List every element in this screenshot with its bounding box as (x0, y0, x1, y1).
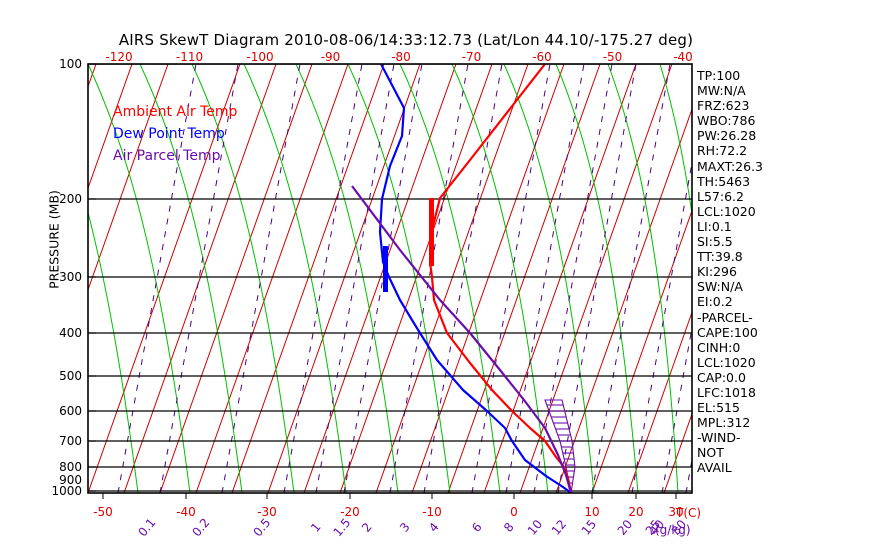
temp-axis-unit-label: T(C) (675, 506, 701, 520)
index-row-el515: EL:515 (697, 400, 740, 416)
bottom-temp-tick--20: -20 (340, 505, 360, 519)
ambient-thick-segment (429, 198, 434, 266)
legend: Ambient Air Temp Dew Point Temp Air Parcel… (113, 104, 238, 164)
saturated-adiabat-lines (88, 64, 692, 493)
index-row-pw2628: PW:26.28 (697, 128, 757, 144)
index-row-cape100: CAPE:100 (697, 324, 758, 340)
index-row-ki296: KI:296 (697, 264, 737, 280)
bottom-temp-tick-20: 20 (628, 505, 643, 519)
index-row-si55: SI:5.5 (697, 234, 733, 250)
index-row-wbo786: WBO:786 (697, 113, 756, 129)
index-row-mpl312: MPL:312 (697, 415, 751, 431)
index-row-cap00: CAP:0.0 (697, 369, 746, 385)
mixing-ratio-tick-1: 1 (308, 520, 324, 535)
index-row-mwna: MW:N/A (697, 83, 746, 99)
bottom-temp-tick--10: -10 (422, 505, 442, 519)
pressure-tick-200: 200 (59, 192, 82, 206)
legend-label-1: Dew Point Temp (113, 126, 225, 142)
pressure-tick-300: 300 (59, 270, 82, 284)
top-temp-tick--50: -50 (603, 50, 623, 64)
index-row-tp100: TP:100 (697, 68, 741, 83)
sounding-indices-panel: TP:100 MW:N/A FRZ:623 WBO:786 PW:26.28 RH:72.… (697, 68, 867, 476)
bottom-temp-tick-10: 10 (584, 505, 599, 519)
top-temp-tick--90: -90 (321, 50, 341, 64)
mixing-ratio-tick-4: 4 (426, 520, 442, 535)
mixing-ratio-tick-6: 6 (469, 520, 485, 535)
mixing-ratio-tick-12: 12 (549, 517, 570, 538)
mixing-ratio-tick-15: 15 (579, 517, 600, 538)
pressure-tick-marks (88, 63, 96, 492)
bottom-temp-tick--40: -40 (176, 505, 196, 519)
index-row-wind: -WIND- (697, 430, 741, 446)
dew-point-temp-curve (378, 64, 572, 493)
index-row-maxt263: MAXT:26.3 (697, 158, 763, 174)
plot-border (87, 63, 693, 494)
bottom-temperature-tick-labels: -50 -40 -30 -20 -10 0 10 20 30 (93, 505, 683, 519)
top-temp-tick--40: -40 (673, 50, 693, 64)
index-row-parcel: -PARCEL- (697, 309, 753, 325)
mixing-ratio-tick-20: 20 (615, 517, 636, 538)
top-temp-tick--100: -100 (246, 50, 273, 64)
bottom-temp-tick--50: -50 (93, 505, 113, 519)
pressure-tick-100: 100 (59, 57, 82, 71)
index-row-avail: AVAIL (697, 460, 732, 476)
dewpoint-thick-segment (383, 246, 388, 292)
index-row-frz623: FRZ:623 (697, 98, 750, 114)
mixing-ratio-tick-2: 2 (359, 520, 375, 535)
index-row-lcl1020: LCL:1020 (697, 203, 756, 219)
top-temperature-tick-labels: -120 -110 -100 -90 -80 -70 -60 -50 -40 (105, 50, 692, 64)
pressure-tick-900: 900 (59, 473, 82, 487)
mixing-ratio-tick-0p2: 0.2 (189, 516, 212, 540)
mixing-ratio-tick-3: 3 (397, 520, 413, 535)
index-row-not: NOT (697, 445, 724, 461)
mixing-ratio-tick-8: 8 (501, 520, 517, 535)
bottom-temp-tick-0: 0 (510, 505, 518, 519)
mixing-ratio-tick-0p1: 0.1 (135, 516, 158, 540)
cape-shaded-area (544, 399, 576, 493)
legend-label-2: Air Parcel Temp (113, 148, 221, 164)
index-row-ei02: EI:0.2 (697, 294, 733, 310)
mixing-axis-unit-label: (g/kg) (655, 523, 691, 537)
pressure-tick-600: 600 (59, 404, 82, 418)
top-temp-tick--70: -70 (462, 50, 482, 64)
top-temp-tick--120: -120 (105, 50, 132, 64)
bottom-temp-tick--30: -30 (257, 505, 277, 519)
isobar-lines (88, 64, 692, 492)
bottom-tick-marks (102, 493, 677, 499)
mixing-ratio-tick-10: 10 (525, 517, 546, 538)
page-title: AIRS SkewT Diagram 2010-08-06/14:33:12.7… (118, 31, 694, 49)
index-row-l5762: L57:6.2 (697, 188, 744, 204)
index-row-tt398: TT:39.8 (697, 249, 743, 265)
top-temp-tick--80: -80 (391, 50, 411, 64)
pressure-tick-400: 400 (59, 326, 82, 340)
pressure-tick-800: 800 (59, 460, 82, 474)
index-row-swna: SW:N/A (697, 279, 743, 295)
dry-adiabat-lines (88, 64, 692, 493)
mixing-ratio-tick-0p5: 0.5 (250, 516, 273, 540)
index-row-rh722: RH:72.2 (697, 143, 748, 159)
index-row-lcl1020: LCL:1020 (697, 354, 756, 370)
pressure-tick-500: 500 (59, 369, 82, 383)
bottom-temp-tick-30: 30 (668, 505, 683, 519)
top-temp-tick--110: -110 (176, 50, 203, 64)
top-temp-tick--60: -60 (532, 50, 552, 64)
pressure-tick-700: 700 (59, 434, 82, 448)
air-parcel-temp-curve (351, 185, 573, 493)
index-row-cinh0: CINH:0 (697, 339, 741, 355)
index-row-th5463: TH:5463 (697, 173, 751, 189)
pressure-tick-1000: 1000 (51, 484, 82, 498)
ambient-air-temp-curve (428, 64, 573, 493)
legend-label-0: Ambient Air Temp (113, 104, 238, 120)
mixing-ratio-tick-1p5: 1.5 (330, 516, 353, 540)
index-row-li01: LI:0.1 (697, 218, 732, 234)
index-row-lfc1018: LFC:1018 (697, 384, 756, 400)
